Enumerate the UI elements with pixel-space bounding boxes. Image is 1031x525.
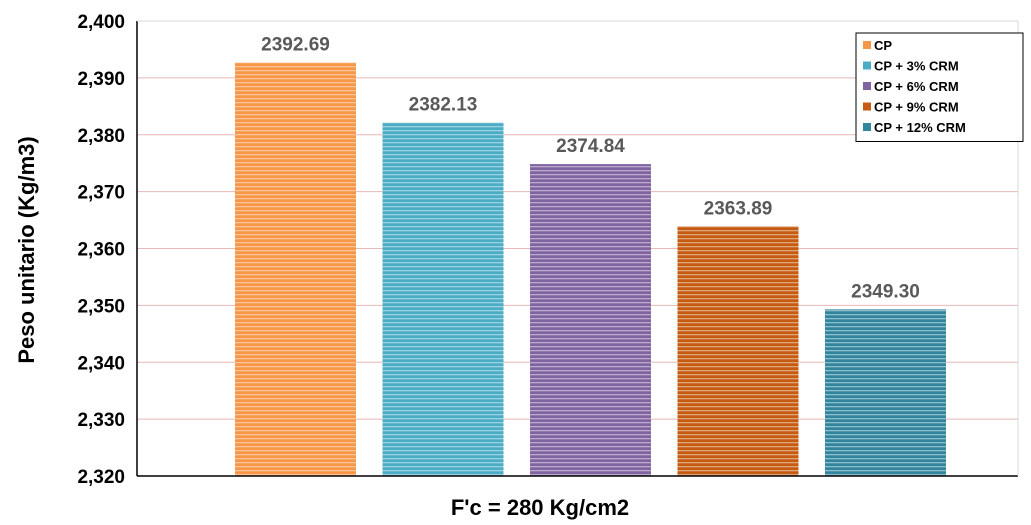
legend-entry: CP + 9% CRM	[874, 100, 959, 115]
bar	[235, 62, 356, 477]
y-tick-labels: 2,320 2,330 2,340 2,350 2,360 2,370 2,380 2,390…	[77, 12, 125, 488]
legend-entry: CP + 12% CRM	[874, 120, 966, 135]
x-axis-title: F'c = 280 Kg/cm2	[451, 495, 629, 520]
y-axis-title: Peso unitario (Kg/m3)	[14, 136, 39, 363]
bar	[677, 226, 799, 476]
y-tick-label: 2,360	[77, 240, 125, 261]
legend-swatch	[863, 41, 871, 49]
data-label: 2392.69	[261, 35, 330, 56]
legend-entry: CP + 6% CRM	[874, 79, 959, 94]
y-tick-label: 2,320	[77, 467, 125, 488]
y-tick-label: 2,340	[77, 353, 125, 374]
legend: CP CP + 3% CRM CP + 6% CRM CP + 9% CRM CP + …	[855, 32, 1024, 142]
legend-entry: CP	[874, 38, 892, 53]
legend-box	[855, 32, 1024, 142]
data-label: 2349.30	[851, 281, 920, 302]
y-tick-label: 2,350	[77, 296, 125, 317]
bar	[825, 309, 946, 476]
bar	[382, 122, 504, 477]
legend-swatch	[863, 82, 871, 90]
legend-swatch	[863, 61, 871, 70]
legend-swatch	[863, 102, 871, 111]
y-tick-label: 2,370	[77, 183, 125, 204]
data-label: 2374.84	[556, 136, 625, 157]
data-labels: 2392.69 2382.13 2374.84 2363.89 2349.30	[261, 35, 920, 303]
bar	[530, 164, 651, 476]
legend-swatch	[863, 123, 871, 131]
y-tick-label: 2,330	[77, 410, 125, 431]
data-label: 2382.13	[409, 95, 478, 116]
bars	[235, 62, 946, 477]
y-tick-label: 2,380	[77, 126, 125, 147]
data-label: 2363.89	[704, 198, 773, 219]
legend-entry: CP + 3% CRM	[874, 59, 959, 74]
y-tick-label: 2,390	[77, 69, 125, 90]
y-tick-label: 2,400	[77, 12, 125, 33]
